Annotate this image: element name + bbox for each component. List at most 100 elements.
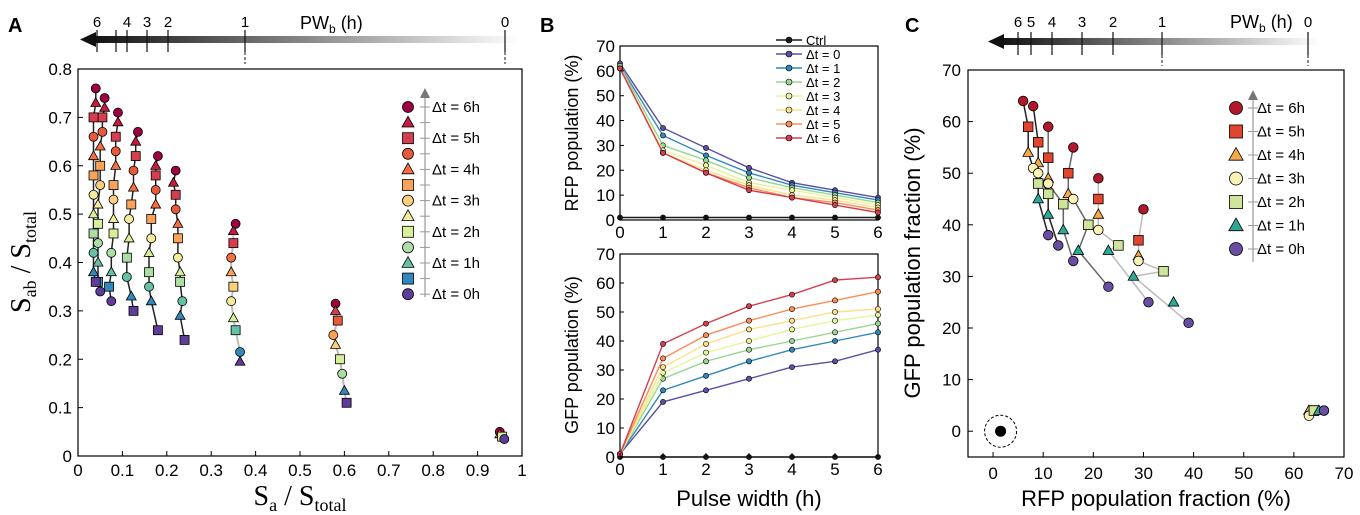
data-point-a bbox=[108, 194, 119, 205]
series-point-b bbox=[617, 65, 623, 72]
series-point-b bbox=[703, 372, 709, 379]
series-point-b bbox=[746, 338, 752, 344]
data-point-a bbox=[128, 305, 139, 316]
legend-point-b bbox=[785, 78, 793, 86]
data-point-c bbox=[1057, 223, 1070, 235]
data-point-c bbox=[1022, 121, 1034, 132]
series-point-b bbox=[875, 320, 881, 327]
legend-label-b: Δt = 4 bbox=[806, 103, 840, 118]
series-point-b bbox=[660, 340, 666, 347]
x-tick-label-a: 0.7 bbox=[377, 461, 401, 480]
data-point-c bbox=[1032, 167, 1044, 179]
y-tick-label-a: 0.4 bbox=[48, 254, 72, 273]
panel-label-c: C bbox=[905, 15, 919, 37]
data-point-a bbox=[94, 140, 106, 151]
y-tick-label-b: 40 bbox=[596, 332, 615, 351]
data-point-c bbox=[1043, 178, 1054, 189]
data-point-a bbox=[110, 159, 122, 170]
x-tick-label-b: 5 bbox=[830, 223, 839, 242]
series-point-b bbox=[703, 358, 709, 365]
x-tick-label-c: 20 bbox=[1084, 464, 1103, 483]
legend-label-a: Δt = 6h bbox=[432, 99, 480, 116]
data-point-a bbox=[179, 334, 190, 345]
panel-c: 0 10 20 30 40 50 60 70 0 10 20 30 40 50 60 70 RFP popul… bbox=[900, 61, 1353, 511]
data-point-c bbox=[1127, 270, 1140, 281]
ticks-c: 0 10 20 30 40 50 60 70 0 10 20 30 40 50 60 70 bbox=[942, 61, 1353, 483]
pw-tick-label-c: 6 bbox=[1014, 14, 1022, 31]
legend-marker-c bbox=[1228, 217, 1244, 232]
data-point-c bbox=[1063, 167, 1074, 179]
legend-marker-a bbox=[402, 132, 414, 145]
data-point-a bbox=[227, 225, 240, 236]
series-point-b bbox=[660, 398, 666, 405]
series-point-b bbox=[789, 317, 795, 324]
series-point-b bbox=[703, 162, 709, 169]
data-point-a bbox=[170, 189, 181, 200]
y-tick-label-b: 70 bbox=[596, 245, 615, 264]
data-point-c bbox=[1068, 142, 1079, 153]
legend-label-a: Δt = 4h bbox=[432, 161, 480, 178]
y-tick-label-a: 0.1 bbox=[48, 399, 72, 418]
data-point-a bbox=[90, 83, 101, 94]
data-point-a bbox=[121, 272, 132, 282]
data-point-a bbox=[110, 146, 121, 157]
data-point-a bbox=[112, 116, 124, 127]
y-tick-label-c: 10 bbox=[942, 371, 961, 390]
data-point-c bbox=[1318, 405, 1330, 416]
legend-marker-a bbox=[402, 147, 414, 160]
series-point-b bbox=[789, 326, 795, 333]
data-point-a bbox=[144, 281, 154, 292]
pw-tick-label-a: 6 bbox=[93, 14, 101, 31]
data-point-a bbox=[88, 112, 99, 123]
series-point-b bbox=[832, 277, 838, 283]
series-point-b bbox=[660, 355, 666, 362]
series-point-b bbox=[746, 164, 752, 171]
y-tick-label-b: 10 bbox=[596, 419, 615, 438]
legend-point-b bbox=[785, 64, 793, 72]
y-tick-label-b: 0 bbox=[606, 211, 615, 230]
x-tick-label-b: 6 bbox=[873, 223, 882, 242]
data-point-a bbox=[130, 151, 141, 161]
legend-marker-a bbox=[402, 241, 414, 254]
data-point-a bbox=[225, 266, 237, 277]
data-point-c bbox=[1092, 208, 1105, 219]
data-point-a bbox=[172, 233, 183, 244]
y-ticks-a: 0 0.1 0.2 0.3 0.4 0.5 0.6 0.7 0.8 bbox=[48, 60, 83, 466]
x-tick-label-b: 0 bbox=[615, 460, 624, 479]
pw-label-c: PWb (h) bbox=[1230, 12, 1293, 35]
x-axis-label-c: RFP population fraction (%) bbox=[1021, 486, 1291, 511]
legend-marker-c bbox=[1228, 146, 1244, 161]
series-point-b bbox=[746, 169, 752, 176]
data-point-a bbox=[105, 266, 117, 277]
data-point-a bbox=[329, 304, 342, 315]
series-point-b bbox=[746, 326, 752, 333]
data-point-a bbox=[172, 217, 184, 228]
x-tick-label-b: 1 bbox=[658, 460, 667, 479]
y-tick-label-a: 0 bbox=[63, 447, 72, 466]
data-point-a bbox=[90, 96, 102, 107]
series-point-b bbox=[789, 194, 795, 201]
data-point-a bbox=[174, 309, 186, 320]
data-point-c bbox=[1032, 192, 1045, 204]
legend-label-a: Δt = 2h bbox=[432, 224, 480, 241]
data-point-c bbox=[1042, 208, 1055, 219]
x-tick-label-a: 1 bbox=[517, 461, 526, 480]
x-tick-label-b: 3 bbox=[744, 460, 753, 479]
data-point-a bbox=[113, 107, 123, 118]
data-point-a bbox=[174, 266, 186, 277]
data-point-a bbox=[95, 160, 106, 171]
legend-label-c: Δt = 4h bbox=[1257, 147, 1305, 164]
data-point-a bbox=[126, 199, 137, 210]
y-tick-label-c: 30 bbox=[942, 267, 961, 286]
series-point-b bbox=[703, 169, 709, 176]
data-point-a bbox=[99, 93, 110, 103]
data-point-a bbox=[110, 131, 121, 142]
data-point-a bbox=[93, 218, 103, 229]
legend-point-b bbox=[785, 134, 793, 142]
x-tick-label-c: 10 bbox=[1034, 464, 1053, 483]
data-point-a bbox=[335, 354, 345, 365]
plot-frame-c bbox=[967, 69, 1345, 458]
x-tick-label-a: 0 bbox=[73, 461, 82, 480]
legend-label-c: Δt = 5h bbox=[1257, 124, 1305, 141]
pw-tick-label-c: 4 bbox=[1048, 14, 1056, 31]
